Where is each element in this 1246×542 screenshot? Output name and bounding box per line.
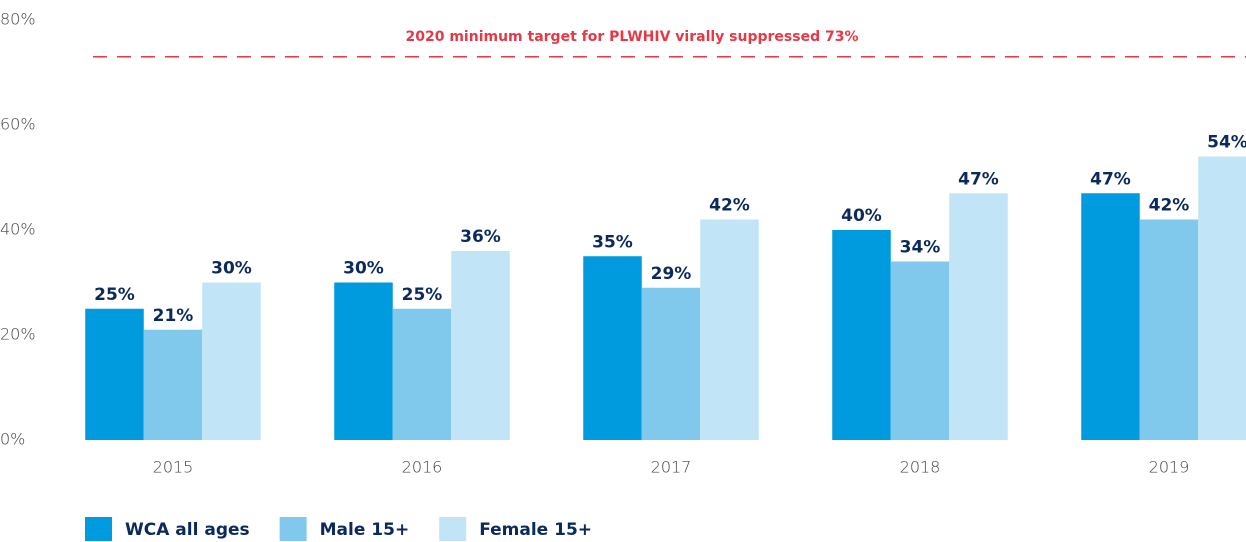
value-label: 42% [1149,196,1190,216]
legend-label: WCA all ages [125,520,250,540]
legend-label: Male 15+ [320,520,410,540]
value-label: 30% [211,259,252,279]
bar [641,287,701,440]
bar [1198,156,1246,440]
value-label: 35% [592,232,633,252]
x-tick-label: 2017 [651,458,692,477]
bar [334,282,393,440]
y-tick-label: 0% [0,430,25,449]
value-label: 47% [958,169,999,189]
value-label: 29% [651,264,692,284]
x-tick-label: 2016 [402,458,443,477]
value-label: 54% [1207,133,1246,153]
legend-label: Female 15+ [479,520,592,540]
x-tick-label: 2015 [153,458,194,477]
value-label: 25% [94,285,135,305]
value-label: 25% [402,285,443,305]
value-label: 21% [153,306,194,326]
bar [1081,193,1140,440]
bar [392,308,452,440]
value-label: 42% [709,196,750,216]
legend-swatch [439,517,467,541]
bar [949,193,1008,440]
bar [890,261,950,440]
value-label: 30% [343,259,384,279]
bar [832,230,891,440]
y-tick-label: 20% [0,325,36,344]
y-tick-label: 80% [0,10,36,29]
target-label: 2020 minimum target for PLWHIV virally s… [406,29,859,45]
bar [451,251,510,440]
value-label: 47% [1090,169,1131,189]
bar [143,329,203,440]
bar [700,219,759,440]
bar [202,282,261,440]
legend-swatch [85,517,112,541]
x-tick-label: 2018 [900,458,941,477]
value-label: 34% [900,238,941,258]
value-label: 36% [460,227,501,247]
bar [583,256,642,440]
y-tick-label: 40% [0,220,36,239]
y-tick-label: 60% [0,115,36,134]
x-tick-label: 2019 [1149,458,1190,477]
bar [1139,219,1199,440]
bar [85,308,144,440]
legend-swatch [279,517,307,541]
value-label: 40% [841,206,882,226]
